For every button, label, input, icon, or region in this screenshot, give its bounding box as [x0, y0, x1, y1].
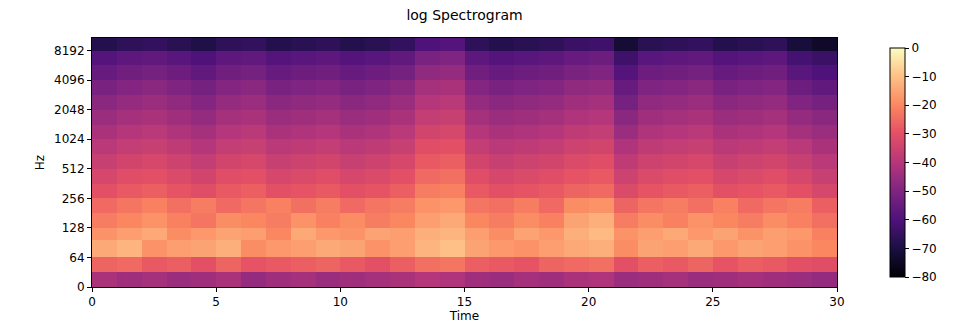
svg-text:2048: 2048: [54, 103, 85, 117]
svg-text:64: 64: [69, 251, 84, 265]
svg-text:20: 20: [581, 295, 596, 309]
svg-text:15: 15: [457, 295, 472, 309]
svg-text:128: 128: [62, 221, 85, 235]
svg-text:8192: 8192: [54, 44, 85, 58]
svg-text:−80: −80: [911, 270, 936, 284]
svg-text:−40: −40: [911, 156, 936, 170]
svg-text:0: 0: [911, 41, 919, 55]
svg-text:25: 25: [705, 295, 720, 309]
svg-text:−30: −30: [911, 127, 936, 141]
svg-text:−10: −10: [911, 70, 936, 84]
svg-text:10: 10: [333, 295, 348, 309]
svg-text:Time: Time: [449, 309, 479, 323]
svg-text:−20: −20: [911, 98, 936, 112]
svg-text:0: 0: [77, 280, 85, 294]
svg-text:5: 5: [212, 295, 220, 309]
svg-text:512: 512: [62, 162, 85, 176]
svg-text:30: 30: [829, 295, 844, 309]
svg-text:256: 256: [62, 192, 85, 206]
svg-text:log Spectrogram: log Spectrogram: [406, 7, 522, 23]
svg-text:−70: −70: [911, 242, 936, 256]
svg-text:−50: −50: [911, 184, 936, 198]
svg-text:−60: −60: [911, 213, 936, 227]
svg-text:1024: 1024: [54, 132, 85, 146]
svg-text:Hz: Hz: [33, 155, 47, 170]
svg-text:0: 0: [88, 295, 96, 309]
svg-text:4096: 4096: [54, 73, 85, 87]
